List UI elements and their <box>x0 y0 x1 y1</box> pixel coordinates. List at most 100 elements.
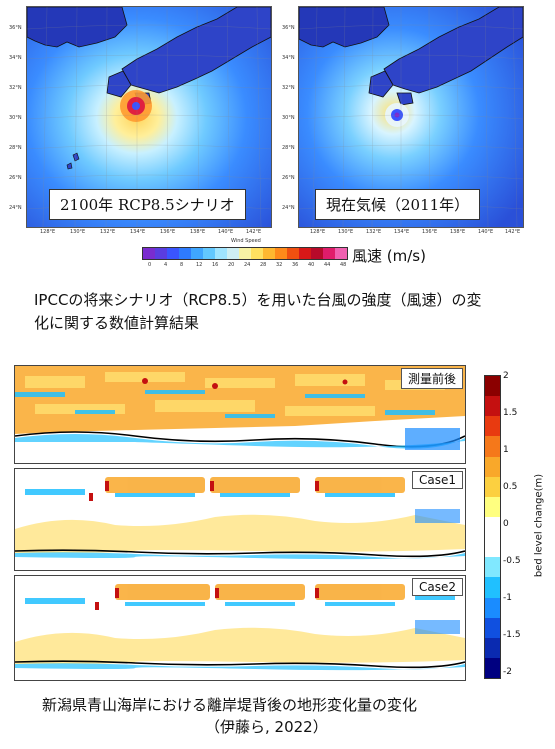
wind-colorbar-swatch <box>311 248 323 259</box>
wind-colorbar-swatch <box>191 248 203 259</box>
map-rcp85-label: 2100年 RCP8.5シナリオ <box>49 189 246 220</box>
wind-colorbar-swatch <box>335 248 347 259</box>
wind-colorbar-ticks: 0 4 8 12 16 20 24 28 32 36 40 44 48 <box>142 262 346 270</box>
wind-colorbar-swatch <box>155 248 167 259</box>
bed-colorbar-swatch <box>485 557 500 578</box>
wind-colorbar-swatch <box>275 248 287 259</box>
lat-label: 28°N <box>282 145 295 151</box>
bed-colorbar-swatch <box>485 657 500 679</box>
bed-colorbar-swatch <box>485 617 500 638</box>
lon-label: 128°E <box>40 229 56 235</box>
lon-label: 134°E <box>130 229 146 235</box>
lat-label: 30°N <box>282 115 295 121</box>
bed-colorbar-swatch <box>485 597 500 618</box>
bed-colorbar-swatch <box>485 456 500 477</box>
panel-survey: 測量前後 <box>14 365 466 464</box>
map-rcp85: 2100年 RCP8.5シナリオ <box>26 6 272 228</box>
bed-colorbar-swatch <box>485 637 500 658</box>
wind-colorbar-tick: 36 <box>292 262 299 268</box>
map-current-label: 現在気候（2011年） <box>315 189 481 220</box>
bed-colorbar-swatch <box>485 396 500 417</box>
lon-label: 128°E <box>310 229 326 235</box>
caption-top-line1: IPCCの将来シナリオ（RCP8.5）を用いた台風の強度（風速）の変 <box>34 291 482 309</box>
bed-colorbar-swatch <box>485 436 500 457</box>
lat-label: 32°N <box>9 85 22 91</box>
wind-colorbar-swatch <box>239 248 251 259</box>
bed-colorbar-swatch <box>485 476 500 497</box>
wind-colorbar-tick: 48 <box>340 262 347 268</box>
lat-label: 34°N <box>9 55 22 61</box>
wind-colorbar-title: Wind Speed <box>231 238 261 244</box>
wind-colorbar-tick: 8 <box>180 262 184 268</box>
lat-label: 36°N <box>9 25 22 31</box>
caption-bottom-line2: （伊藤ら, 2022） <box>205 718 328 736</box>
panel-case2-label: Case2 <box>411 578 463 596</box>
bed-colorbar-swatch <box>485 577 500 598</box>
wind-colorbar-swatch <box>251 248 263 259</box>
bed-colorbar-tick: 0 <box>503 519 509 529</box>
wind-colorbar-swatch <box>179 248 191 259</box>
wind-colorbar-tick: 44 <box>324 262 331 268</box>
lon-label: 142°E <box>505 229 521 235</box>
bed-colorbar-swatch <box>485 516 500 538</box>
bed-colorbar-swatch <box>485 496 500 517</box>
bed-colorbar <box>484 375 501 679</box>
lon-label: 138°E <box>190 229 206 235</box>
panel-case2-graphic <box>15 576 465 680</box>
panel-survey-label: 測量前後 <box>400 368 463 389</box>
wind-colorbar <box>142 247 348 260</box>
wind-colorbar-swatch <box>215 248 227 259</box>
bed-colorbar-tick: -1 <box>503 593 512 603</box>
bed-colorbar-ticks: 2 1.5 1 0.5 0 -0.5 -1 -1.5 -2 <box>503 371 529 677</box>
lat-label: 24°N <box>9 205 22 211</box>
wind-colorbar-tick: 24 <box>244 262 251 268</box>
lon-label: 140°E <box>478 229 494 235</box>
lon-label: 130°E <box>338 229 354 235</box>
bed-colorbar-swatch <box>485 376 500 397</box>
panel-case1-label: Case1 <box>411 471 463 489</box>
panel-survey-graphic <box>15 366 465 463</box>
lon-label: 136°E <box>160 229 176 235</box>
wind-colorbar-tick: 0 <box>148 262 152 268</box>
lat-label: 28°N <box>9 145 22 151</box>
lon-label: 134°E <box>394 229 410 235</box>
bed-colorbar-tick: 0.5 <box>503 482 518 492</box>
lon-label: 136°E <box>422 229 438 235</box>
wind-colorbar-tick: 20 <box>228 262 235 268</box>
caption-bottom-line1: 新潟県青山海岸における離岸堤背後の地形変化量の変化 <box>42 696 418 714</box>
lat-label: 26°N <box>9 175 22 181</box>
bed-colorbar-tick: -1.5 <box>503 630 521 640</box>
bed-colorbar-tick: 2 <box>503 371 509 381</box>
caption-top-line2: 化に関する数値計算結果 <box>34 314 200 332</box>
lat-label: 26°N <box>282 175 295 181</box>
lon-label: 132°E <box>100 229 116 235</box>
lon-label: 130°E <box>70 229 86 235</box>
wind-colorbar-swatch <box>323 248 335 259</box>
bed-colorbar-label: bed level change(m) <box>533 473 545 578</box>
bed-colorbar-tick: -0.5 <box>503 556 521 566</box>
lon-label: 142°E <box>246 229 262 235</box>
bed-colorbar-tick: 1.5 <box>503 408 518 418</box>
lat-label: 30°N <box>9 115 22 121</box>
wind-colorbar-swatch <box>287 248 299 259</box>
lon-label: 140°E <box>218 229 234 235</box>
lon-label: 132°E <box>366 229 382 235</box>
lon-label: 138°E <box>450 229 466 235</box>
lat-label: 36°N <box>282 25 295 31</box>
wind-colorbar-tick: 16 <box>212 262 219 268</box>
bed-colorbar-tick: -2 <box>503 667 512 677</box>
wind-colorbar-swatch <box>299 248 311 259</box>
bed-colorbar-swatch <box>485 537 500 558</box>
wind-unit-label: 風速 (m/s) <box>352 247 426 265</box>
wind-colorbar-tick: 4 <box>164 262 168 268</box>
wind-colorbar-tick: 40 <box>308 262 315 268</box>
bed-colorbar-swatch <box>485 416 500 437</box>
wind-colorbar-swatch <box>203 248 215 259</box>
map-current: 現在気候（2011年） <box>298 6 524 228</box>
bed-colorbar-tick: 1 <box>503 445 509 455</box>
wind-colorbar-tick: 32 <box>276 262 283 268</box>
wind-colorbar-swatch <box>227 248 239 259</box>
wind-colorbar-tick: 12 <box>196 262 203 268</box>
lat-label: 32°N <box>282 85 295 91</box>
lat-label: 34°N <box>282 55 295 61</box>
